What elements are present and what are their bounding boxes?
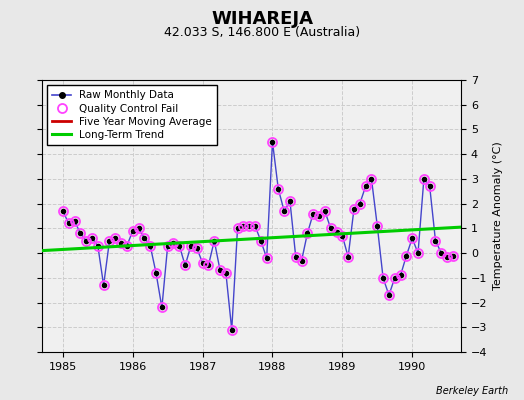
Text: WIHAREJA: WIHAREJA: [211, 10, 313, 28]
Text: 42.033 S, 146.800 E (Australia): 42.033 S, 146.800 E (Australia): [164, 26, 360, 39]
Text: Berkeley Earth: Berkeley Earth: [436, 386, 508, 396]
Y-axis label: Temperature Anomaly (°C): Temperature Anomaly (°C): [493, 142, 503, 290]
Legend: Raw Monthly Data, Quality Control Fail, Five Year Moving Average, Long-Term Tren: Raw Monthly Data, Quality Control Fail, …: [47, 85, 217, 145]
